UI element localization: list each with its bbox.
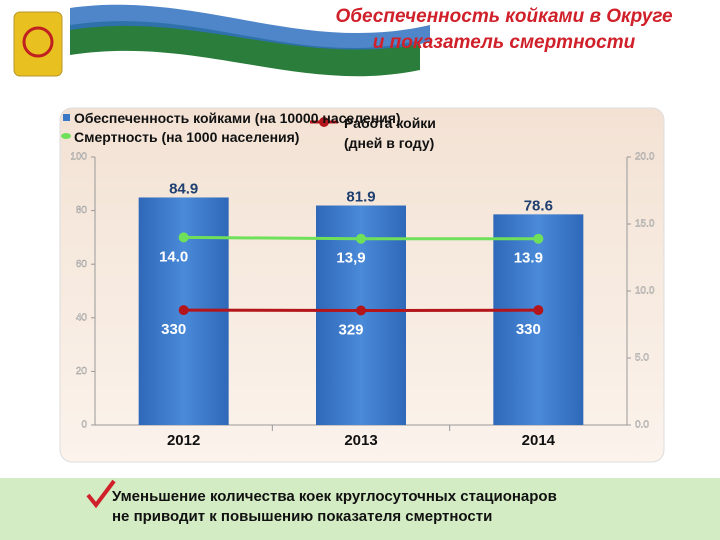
emblem: [13, 11, 63, 77]
data-label: 329: [338, 321, 363, 338]
legend-key: [63, 114, 70, 121]
line-point: [533, 233, 544, 244]
line-point: [178, 232, 189, 243]
x-tick-label: 2012: [167, 432, 200, 449]
data-label: 78.6: [524, 197, 553, 214]
line-point: [356, 233, 366, 244]
legend-label: Смертность (на 1000 населения): [74, 129, 300, 145]
y2-tick-label: 5.0: [635, 353, 649, 364]
bar: [493, 214, 584, 425]
legend-label: Обеспеченность койками (на 10000 населен…: [74, 110, 401, 126]
data-label: 13,9: [336, 250, 365, 267]
y2-tick-label: 15.0: [635, 219, 655, 230]
y-tick-label: 60: [76, 259, 88, 270]
legend-label: Работа койки (дней в году): [344, 115, 436, 151]
banner-ribbon: [70, 21, 420, 77]
emblem-bow: [22, 26, 54, 58]
y-tick-label: 100: [70, 152, 87, 163]
data-label: 84.9: [169, 180, 198, 197]
note-band: [0, 478, 720, 540]
y2-tick-label: 20.0: [635, 152, 655, 163]
y-tick-label: 80: [76, 205, 88, 216]
y2-tick-label: 0.0: [635, 420, 649, 431]
data-label: 13.9: [514, 250, 543, 267]
line-point: [178, 305, 189, 316]
data-label: 81.9: [346, 188, 375, 205]
y2-tick-label: 10.0: [635, 286, 655, 297]
line-point: [356, 305, 366, 316]
note: Уменьшение количества коек круглосуточны…: [112, 488, 557, 525]
check-icon: [86, 479, 116, 509]
legend-key: [319, 117, 329, 127]
y-tick-label: 0: [81, 420, 87, 431]
y-tick-label: 40: [76, 312, 88, 323]
x-tick-label: 2013: [344, 432, 377, 449]
data-label: 330: [516, 321, 541, 338]
banner-ribbon: [70, 4, 430, 50]
x-tick-label: 2014: [522, 432, 556, 449]
title: Обеспеченность койками в Округе и показа…: [335, 6, 673, 53]
data-label: 14.0: [159, 248, 188, 265]
y-tick-label: 20: [76, 366, 88, 377]
legend-key: [61, 133, 71, 139]
line-point: [533, 305, 544, 316]
data-label: 330: [161, 321, 186, 338]
